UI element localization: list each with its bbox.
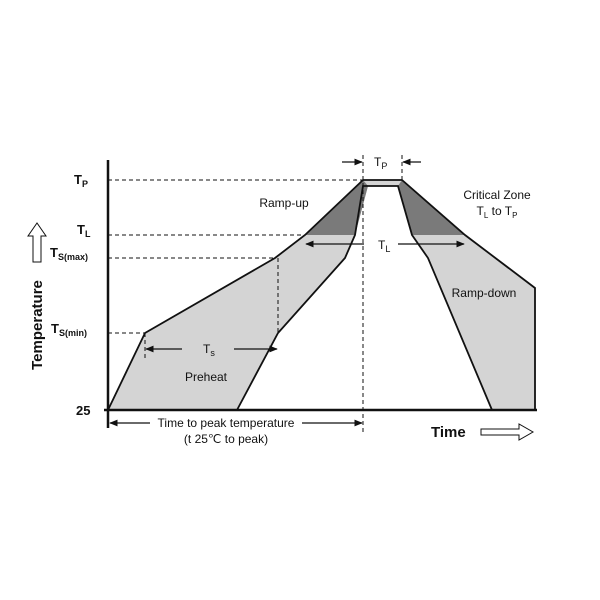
tl-dimension-label: TL [378, 238, 390, 254]
ts-dimension-label: Ts [203, 342, 215, 358]
region-preheat-label: Preheat [185, 370, 228, 384]
y-tick-tl: TL [77, 222, 91, 239]
y-tick-tsmin: TS(min) [51, 321, 87, 338]
tp-dimension-label: TP [374, 155, 387, 171]
critical-zone-range-label: TL to TP [477, 204, 518, 220]
profile-band [108, 180, 535, 410]
x-axis-title: Time [431, 424, 466, 441]
right-arrow-icon [480, 423, 535, 441]
guide-lines [108, 155, 403, 432]
time-to-peak-label: Time to peak temperature [158, 416, 295, 430]
region-ramp-up-label: Ramp-up [259, 196, 309, 210]
y-tick-25: 25 [76, 403, 90, 418]
y-axis-title: Temperature [29, 280, 46, 370]
y-tick-tsmax: TS(max) [50, 245, 88, 262]
up-arrow-icon [27, 222, 47, 263]
time-to-peak-sublabel: (t 25℃ to peak) [184, 432, 268, 446]
y-tick-tp: TP [74, 172, 88, 189]
region-ramp-down-label: Ramp-down [452, 286, 517, 300]
critical-zone-label: Critical Zone [463, 188, 531, 202]
